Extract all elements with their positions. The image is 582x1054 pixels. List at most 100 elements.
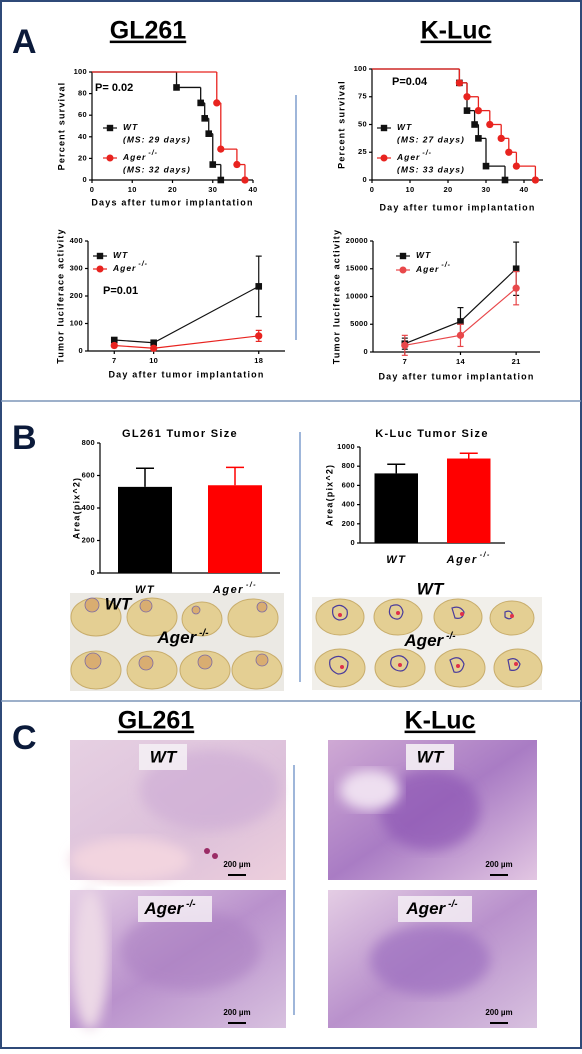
marker <box>455 79 464 87</box>
y-tick-label: 0 <box>83 175 87 184</box>
x-tick-label: 7 <box>403 357 407 366</box>
photo-label: WT <box>150 747 178 766</box>
marker <box>201 115 208 122</box>
x-tick-label: 0 <box>370 185 374 194</box>
photo-label-superscript: -/- <box>446 631 456 642</box>
panel-title: K-Luc <box>405 707 476 735</box>
x-tick-label-text: Ager <box>446 554 478 566</box>
y-tick-label: 1000 <box>337 442 355 451</box>
y-axis-label: Area(pix^2) <box>324 464 334 526</box>
marker <box>474 106 483 115</box>
photo-label-text: Ager <box>143 899 184 918</box>
photo-label-superscript: -/- <box>186 899 196 910</box>
y-tick-label: 300 <box>70 263 83 272</box>
marker <box>255 283 263 290</box>
marker <box>217 176 225 184</box>
x-tick-label-text: WT <box>386 554 406 566</box>
marker <box>150 344 158 352</box>
legend-label: Ager -/- <box>122 150 158 162</box>
marker <box>512 162 521 170</box>
marker <box>217 145 225 153</box>
panel-letter: A <box>12 23 37 61</box>
y-axis-label: Tumor luciferace activity <box>55 228 65 363</box>
legend-label-text: WT <box>113 250 128 260</box>
y-tick-label: 200 <box>82 535 95 544</box>
panel-title: GL261 <box>118 707 195 735</box>
marker <box>209 161 217 168</box>
marker <box>233 160 241 169</box>
x-tick-label: 10 <box>149 356 158 365</box>
scale-bar-label: 200 µm <box>223 1008 250 1017</box>
marker <box>475 135 482 142</box>
x-tick-label-superscript: -/- <box>480 552 491 559</box>
x-tick-label: 0 <box>90 185 94 194</box>
y-tick-label: 200 <box>342 519 355 528</box>
marker <box>456 331 465 339</box>
marker <box>241 176 249 184</box>
photo-label-text: Ager <box>403 631 444 650</box>
y-tick-label: 0 <box>363 175 367 184</box>
legend-note: (MS: 33 days) <box>397 164 465 174</box>
photo-label: WT <box>417 579 445 598</box>
histology-photo <box>70 740 537 1030</box>
y-tick-label: 400 <box>70 236 83 245</box>
legend-label: Ager -/- <box>415 262 451 274</box>
scale-bar-label: 200 µm <box>485 1008 512 1017</box>
panel-title: GL261 <box>110 17 187 45</box>
marker <box>463 93 471 101</box>
photo-label-superscript: -/- <box>199 628 209 639</box>
y-tick-label: 5000 <box>350 319 368 328</box>
marker <box>501 176 509 184</box>
y-tick-label: 200 <box>70 291 83 300</box>
photo-label-superscript: -/- <box>448 899 458 910</box>
y-tick-label: 600 <box>342 480 355 489</box>
y-tick-label: 600 <box>82 470 95 479</box>
x-tick-label: Ager -/- <box>212 582 257 596</box>
y-tick-label: 100 <box>70 318 83 327</box>
x-tick-label: 10 <box>128 185 137 194</box>
marker <box>110 341 118 350</box>
legend-label-text: WT <box>123 122 138 132</box>
legend-label-text: Ager <box>112 263 136 273</box>
marker <box>531 176 540 184</box>
x-tick-label: 18 <box>254 356 263 365</box>
y-axis-label: Area(pix^2) <box>71 477 81 539</box>
x-tick-label: 7 <box>112 356 116 365</box>
y-tick-label: 400 <box>342 500 355 509</box>
y-axis-label: Percent survival <box>56 82 66 171</box>
y-axis-label: Tumor luciferace activity <box>331 229 341 364</box>
x-tick-label: 10 <box>406 185 415 194</box>
x-tick-label: 21 <box>512 357 521 366</box>
x-axis-label: Days after tumor implantation <box>91 197 253 207</box>
x-tick-label: 40 <box>520 185 529 194</box>
annotation: P=0.04 <box>392 76 428 88</box>
legend-marker <box>380 154 388 162</box>
marker <box>482 162 490 170</box>
marker <box>486 120 494 129</box>
y-tick-label: 400 <box>82 503 95 512</box>
legend-marker <box>96 265 104 273</box>
x-tick-label: WT <box>386 554 406 566</box>
x-tick-label: 30 <box>482 185 491 194</box>
y-tick-label: 0 <box>351 538 355 547</box>
photo-label: Ager -/- <box>405 899 458 919</box>
y-tick-label: 800 <box>342 461 355 470</box>
panel-letter: C <box>12 719 37 757</box>
legend-label: WT <box>113 250 128 260</box>
marker <box>197 99 204 107</box>
marker <box>205 130 213 137</box>
photo-label: WT <box>417 747 445 766</box>
brain-photo <box>70 593 543 691</box>
y-tick-label: 0 <box>91 568 95 577</box>
legend-note: (MS: 27 days) <box>397 134 465 144</box>
error-bar <box>387 463 406 474</box>
legend-marker <box>106 154 114 162</box>
legend-marker <box>399 252 407 260</box>
y-tick-label: 15000 <box>346 264 368 273</box>
y-tick-label: 40 <box>78 132 87 141</box>
marker <box>173 84 180 91</box>
bar <box>208 485 262 573</box>
panel-title: K-Luc <box>421 17 492 45</box>
